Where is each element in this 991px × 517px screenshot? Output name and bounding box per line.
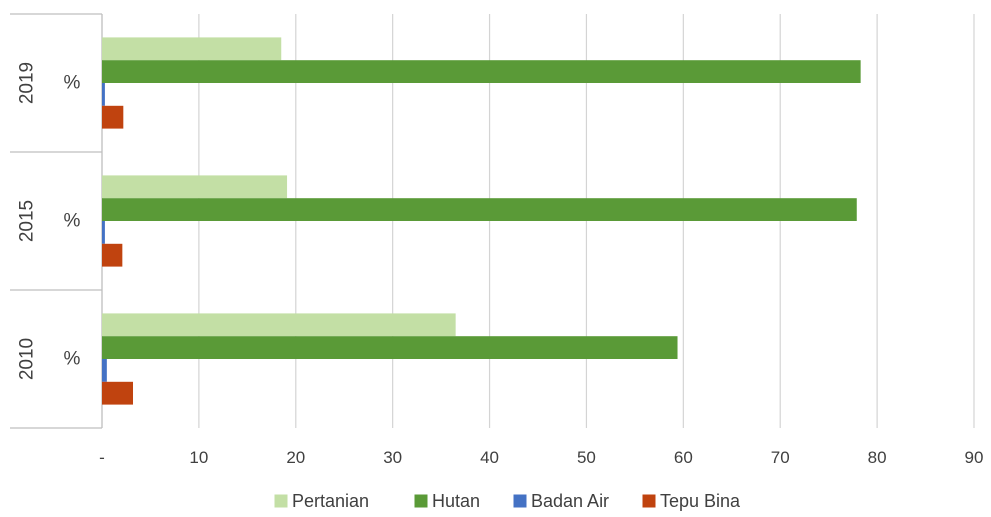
legend-label: Hutan [432,491,480,511]
legend-label: Tepu Bina [660,491,741,511]
bar [102,83,105,106]
bar [102,198,857,221]
bar [102,313,456,336]
x-tick-label: 70 [771,448,790,467]
bar [102,336,678,359]
legend-swatch [643,495,655,507]
subcategory-label: % [64,349,81,370]
legend-label: Pertanian [292,491,369,511]
subcategory-label: % [64,211,81,232]
x-tick-label: 50 [577,448,596,467]
x-tick-label: 30 [383,448,402,467]
legend-swatch [415,495,427,507]
bar [102,382,133,405]
legend-swatch [514,495,526,507]
subcategory-label: % [64,73,81,94]
x-tick-label: 90 [965,448,984,467]
bar [102,244,122,267]
legend-label: Badan Air [531,491,609,511]
group-label: 2010 [17,338,38,380]
bar [102,106,123,129]
x-tick-label: 40 [480,448,499,467]
bar [102,221,105,244]
x-tick-label: 10 [189,448,208,467]
bar [102,359,107,382]
legend-swatch [275,495,287,507]
group-label: 2015 [17,200,38,242]
x-tick-label: 60 [674,448,693,467]
bar [102,37,281,60]
x-tick-label: - [99,448,105,467]
x-tick-label: 80 [868,448,887,467]
bar [102,175,287,198]
x-tick-label: 20 [286,448,305,467]
group-label: 2019 [17,62,38,104]
bar [102,60,861,83]
